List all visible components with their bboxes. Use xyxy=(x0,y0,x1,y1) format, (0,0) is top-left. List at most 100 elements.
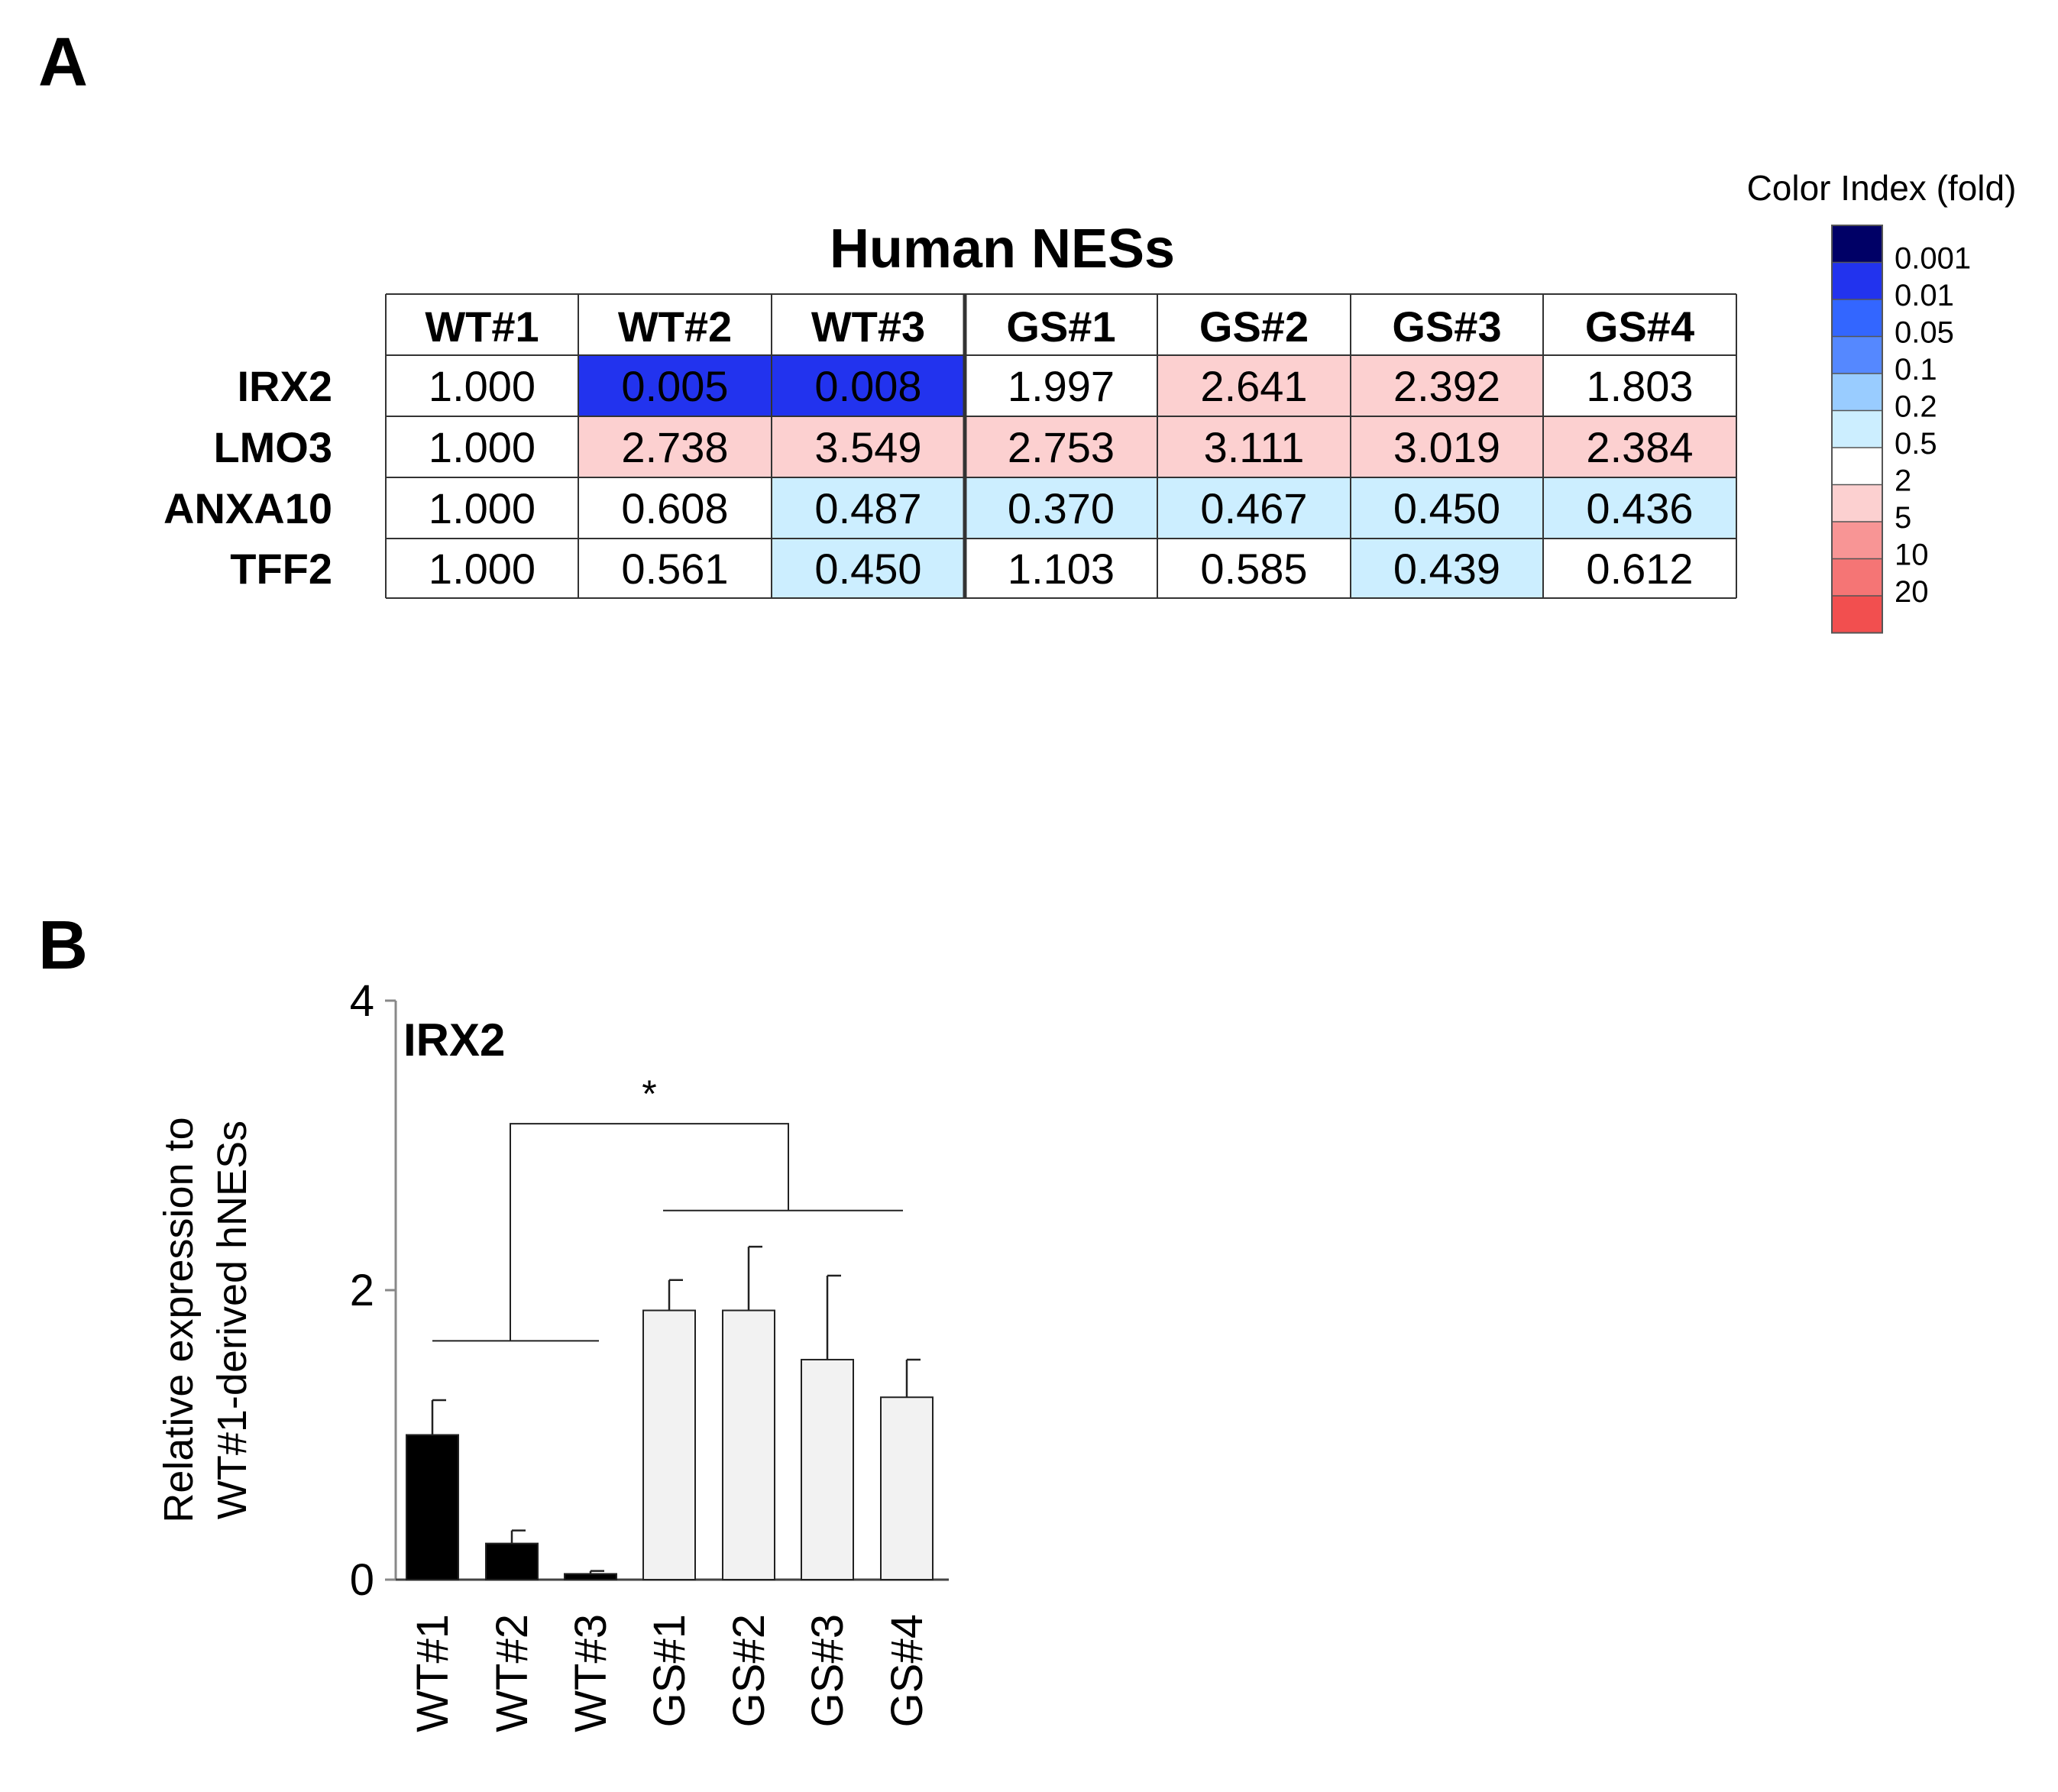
heatmap-cell xyxy=(1351,355,1543,416)
bar xyxy=(642,1309,696,1581)
irx2-bar-chart: 0 2 4 Relative expression to WT#1-derived hN… xyxy=(156,976,949,1732)
heatmap-cell xyxy=(386,416,578,477)
significance-bracket xyxy=(510,1123,789,1341)
heatmap-cell-value: 0.436 xyxy=(1586,484,1693,532)
heatmap-cell xyxy=(578,355,772,416)
heatmap-cell-value: 3.111 xyxy=(1204,423,1305,471)
heatmap-cell-value: 0.608 xyxy=(621,484,728,532)
y-tick-label: 0 xyxy=(350,1555,374,1605)
heatmap-cell xyxy=(1543,477,1736,539)
significance-marker: * xyxy=(642,1072,656,1115)
heatmap-cell xyxy=(386,539,578,598)
heatmap-cell-value: 1.997 xyxy=(1008,362,1115,410)
heatmap-column-header: GS#3 xyxy=(1392,302,1501,351)
color-index-swatch xyxy=(1832,262,1882,299)
heatmap-cell-value: 1.000 xyxy=(429,484,536,532)
heatmap-cell xyxy=(772,477,965,539)
heatmap-cell xyxy=(965,539,1157,598)
x-tick-label: WT#1 xyxy=(408,1614,458,1732)
heatmap-column-header: GS#2 xyxy=(1199,302,1309,351)
x-tick-label: WT#3 xyxy=(566,1614,616,1732)
color-index-swatch xyxy=(1832,522,1882,559)
color-index-label: 0.2 xyxy=(1895,390,1937,424)
heatmap-cell xyxy=(1543,355,1736,416)
heatmap-cell xyxy=(772,416,965,477)
heatmap-cell xyxy=(386,477,578,539)
heatmap-cell-value: 3.549 xyxy=(814,423,921,471)
x-tick-label: WT#2 xyxy=(487,1614,537,1732)
panel-a-label: A xyxy=(38,24,88,101)
heatmap-cell-value: 0.612 xyxy=(1586,545,1693,593)
x-tick-label: GS#2 xyxy=(724,1614,774,1727)
heatmap-cell xyxy=(965,416,1157,477)
chart-title: IRX2 xyxy=(403,1014,505,1066)
heatmap-cell-value: 0.450 xyxy=(1393,484,1500,532)
heatmap-row-label: TFF2 xyxy=(230,545,332,593)
color-index-swatch xyxy=(1832,448,1882,485)
color-index-label: 0.5 xyxy=(1895,427,1937,461)
heatmap-cell-value: 2.384 xyxy=(1586,423,1693,471)
color-index-swatch xyxy=(1832,225,1882,263)
heatmap-cell xyxy=(1543,539,1736,598)
heatmap-cell xyxy=(578,416,772,477)
color-index-label: 10 xyxy=(1895,539,1929,572)
bar xyxy=(801,1358,854,1580)
bar xyxy=(485,1542,539,1580)
color-index-label: 0.1 xyxy=(1895,353,1937,387)
heatmap-column-header: WT#1 xyxy=(425,302,539,351)
heatmap-table: WT#1 WT#2 WT#3 GS#1 GS#2 GS#3 GS#4 IRX2 1.000 0.0… xyxy=(163,293,1737,599)
heatmap-cell xyxy=(965,355,1157,416)
y-axis-label-line2: WT#1-derived hNESs xyxy=(209,1121,255,1519)
heatmap-cell-value: 0.467 xyxy=(1200,484,1307,532)
heatmap-cell-value: 2.753 xyxy=(1008,423,1115,471)
heatmap-cell-value: 1.803 xyxy=(1586,362,1693,410)
heatmap-cell xyxy=(1543,416,1736,477)
heatmap-cell-value: 0.370 xyxy=(1008,484,1115,532)
y-tick-label: 2 xyxy=(350,1266,374,1315)
heatmap-cell xyxy=(1351,539,1543,598)
heatmap-cell-value: 3.019 xyxy=(1393,423,1500,471)
x-tick-label: GS#3 xyxy=(803,1614,853,1727)
color-index-swatch xyxy=(1832,484,1882,522)
heatmap-cell-value: 1.000 xyxy=(429,545,536,593)
color-index-swatch xyxy=(1832,596,1882,633)
heatmap-row-label: LMO3 xyxy=(213,423,332,471)
heatmap-cell-value: 0.005 xyxy=(621,362,728,410)
heatmap-cell xyxy=(772,539,965,598)
heatmap-cell-value: 0.008 xyxy=(814,362,921,410)
bar xyxy=(880,1396,934,1580)
y-axis-label-line1: Relative expression to xyxy=(156,1117,202,1522)
heatmap-cell xyxy=(386,355,578,416)
color-index-label: 20 xyxy=(1895,575,1929,609)
color-index-swatch xyxy=(1832,374,1882,411)
bar xyxy=(564,1573,617,1580)
heatmap-cell xyxy=(578,539,772,598)
y-tick-label: 4 xyxy=(350,976,374,1026)
heatmap-cell xyxy=(1351,477,1543,539)
heatmap-column-header: GS#4 xyxy=(1585,302,1694,351)
heatmap-cell-value: 0.487 xyxy=(814,484,921,532)
heatmap-cell xyxy=(1157,477,1351,539)
heatmap-cell-value: 2.392 xyxy=(1393,362,1500,410)
x-tick-label: GS#1 xyxy=(645,1614,694,1727)
heatmap-cell-value: 0.561 xyxy=(621,545,728,593)
heatmap-cell-value: 0.439 xyxy=(1393,545,1500,593)
heatmap-row-label: IRX2 xyxy=(238,362,333,410)
heatmap-title: Human NESs xyxy=(830,218,1175,280)
heatmap-cell-value: 0.585 xyxy=(1200,545,1307,593)
color-index-border xyxy=(1831,225,1883,634)
color-index-label: 0.05 xyxy=(1895,316,1954,350)
heatmap-cell xyxy=(1351,416,1543,477)
heatmap-cell xyxy=(1157,355,1351,416)
color-index-swatch xyxy=(1832,299,1882,337)
heatmap-cell xyxy=(772,355,965,416)
panel-b-label: B xyxy=(38,907,88,984)
heatmap-cell-value: 2.738 xyxy=(621,423,728,471)
color-index-title: Color Index (fold) xyxy=(1747,168,2017,208)
bar xyxy=(722,1309,775,1581)
heatmap-column-header: GS#1 xyxy=(1006,302,1115,351)
heatmap-cell xyxy=(578,477,772,539)
heatmap-cell xyxy=(1157,416,1351,477)
heatmap-cell xyxy=(965,477,1157,539)
